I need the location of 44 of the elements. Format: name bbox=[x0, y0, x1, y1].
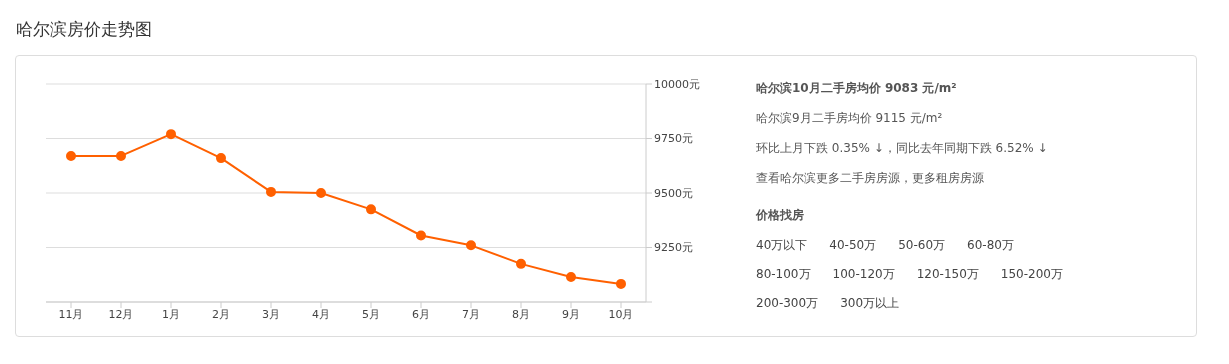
x-tick-label: 11月 bbox=[58, 307, 84, 321]
x-tick-label: 6月 bbox=[412, 307, 430, 321]
text: 40万以下 bbox=[756, 237, 808, 254]
point bbox=[266, 186, 276, 197]
point bbox=[166, 129, 176, 140]
text: 300万以上 bbox=[840, 295, 900, 312]
x-tick-label: 10月 bbox=[608, 307, 634, 321]
x-tick-label: 1月 bbox=[162, 307, 180, 321]
x-tick-label: 8月 bbox=[512, 307, 530, 321]
y-tick-label: 9750元 bbox=[654, 132, 693, 146]
point bbox=[66, 150, 76, 161]
text: 100-120万 bbox=[832, 266, 895, 283]
x-tick-label: 12月 bbox=[108, 307, 134, 321]
x-tick-label: 3月 bbox=[262, 307, 280, 321]
point bbox=[466, 240, 476, 251]
point bbox=[116, 150, 126, 161]
x-tick-label: 2月 bbox=[212, 307, 230, 321]
text: 查看哈尔滨更多二手房房源，更多租房房源 bbox=[756, 170, 985, 187]
x-tick-label: 9月 bbox=[562, 307, 580, 321]
chart-title: 哈尔滨房价走势图 bbox=[16, 18, 152, 41]
point bbox=[416, 230, 426, 241]
point bbox=[616, 278, 626, 289]
text: 50-60万 bbox=[898, 237, 946, 254]
x-tick-label: 7月 bbox=[462, 307, 480, 321]
text: 环比上月下跌 0.35% ↓，同比去年同期下跌 6.52% ↓ bbox=[756, 140, 1049, 157]
text: 200-300万 bbox=[756, 295, 819, 312]
x-tick-label: 4月 bbox=[312, 307, 330, 321]
y-tick-label: 9500元 bbox=[654, 186, 693, 200]
text: 哈尔滨9月二手房均价 9115 元/m² bbox=[756, 110, 944, 127]
point bbox=[316, 188, 326, 198]
point bbox=[566, 271, 576, 282]
text: 60-80万 bbox=[967, 237, 1014, 254]
text: 120-150万 bbox=[916, 266, 979, 283]
x-tick-label: 5月 bbox=[362, 307, 380, 321]
y-tick-label: 9250元 bbox=[654, 241, 693, 255]
text: 价格找房 bbox=[756, 207, 805, 224]
point bbox=[216, 153, 226, 164]
text: 哈尔滨10月二手房均价 9083 元/m² bbox=[756, 80, 958, 97]
text: 80-100万 bbox=[756, 266, 811, 283]
point bbox=[366, 204, 376, 215]
point bbox=[516, 258, 526, 269]
text: 40-50万 bbox=[829, 237, 877, 254]
y-tick-label: 10000元 bbox=[654, 77, 700, 91]
text: 150-200万 bbox=[1000, 266, 1063, 283]
